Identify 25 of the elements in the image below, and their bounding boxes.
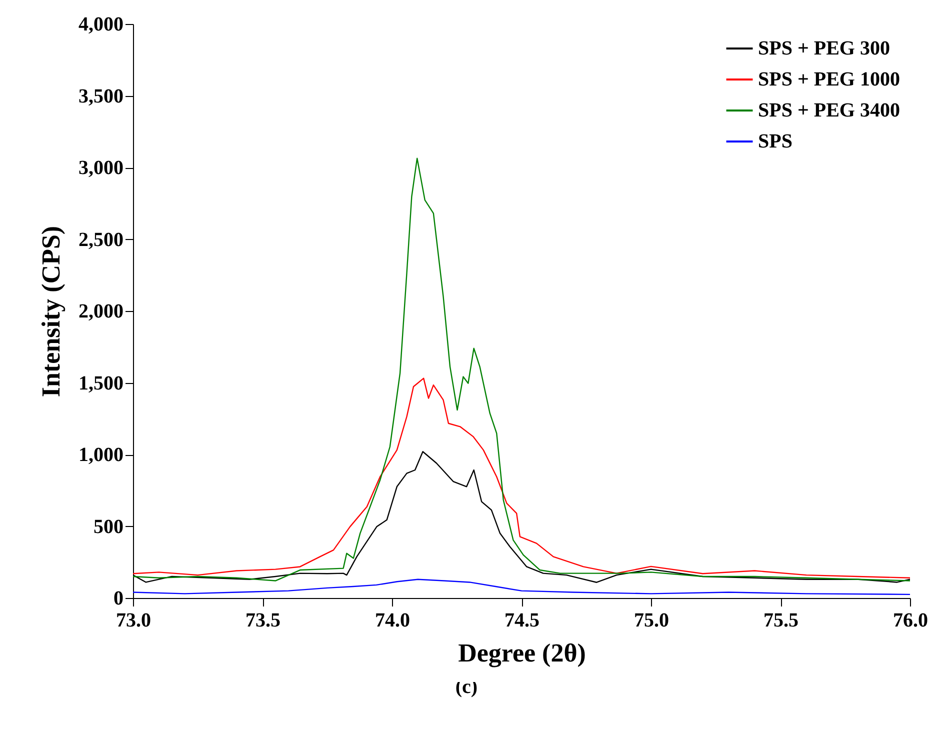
y-tick-label: 3,500 [78, 85, 124, 108]
y-tick-label: 2,500 [78, 228, 124, 251]
legend-label: SPS + PEG 1000 [758, 68, 900, 90]
legend-label: SPS [758, 130, 792, 152]
x-tick-label: 73.5 [246, 610, 280, 632]
x-tick-label: 73.0 [116, 610, 151, 632]
line-series [133, 378, 910, 579]
x-axis-title: Degree (2θ) [458, 638, 586, 668]
x-tick-label: 75.5 [764, 610, 798, 632]
x-tick-label: 74.5 [504, 610, 540, 632]
y-tick-label: 1,500 [78, 372, 124, 394]
x-tick-label: 75.0 [634, 610, 669, 632]
y-tick-label: 1,000 [78, 444, 124, 466]
x-tick-label: 74.0 [375, 610, 410, 632]
x-tick-label: 76.0 [893, 610, 928, 632]
legend-label: SPS + PEG 3400 [758, 100, 900, 122]
y-tick-label: 500 [94, 516, 124, 538]
line-series [133, 158, 910, 582]
legend-label: SPS + PEG 300 [758, 38, 890, 60]
y-tick-label: 3,000 [78, 157, 124, 179]
y-tick-label: 2,000 [78, 300, 124, 322]
line-series [133, 578, 910, 596]
y-tick-label: 4,000 [78, 14, 124, 36]
y-tick-label: 0 [114, 588, 124, 610]
y-axis-title: Intensity (CPS) [36, 226, 66, 398]
